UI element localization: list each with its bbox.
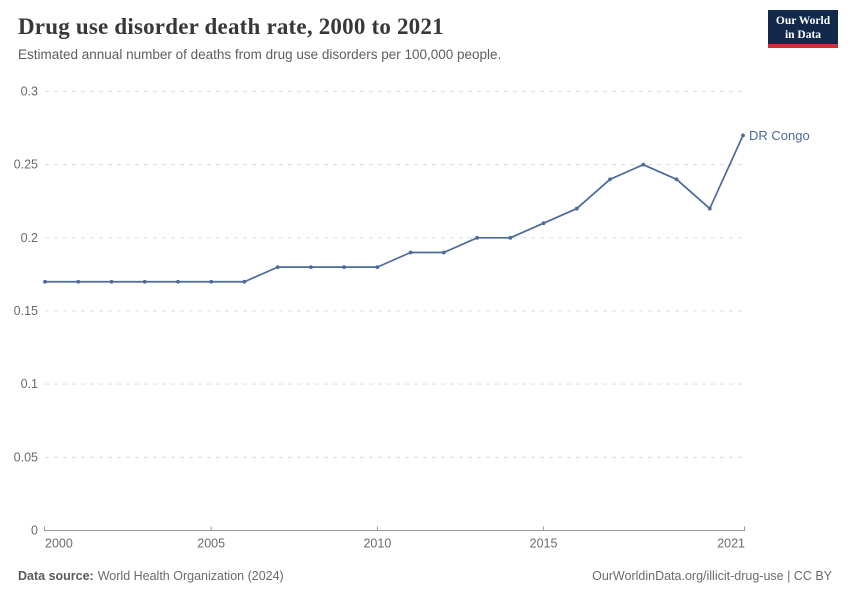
data-point-2001[interactable]: [76, 279, 81, 284]
x-axis-tick-label: 2005: [197, 537, 225, 551]
data-point-2006[interactable]: [242, 279, 247, 284]
data-point-2018[interactable]: [641, 162, 646, 167]
y-axis-tick-label: 0.25: [14, 158, 38, 172]
chart-header: Drug use disorder death rate, 2000 to 20…: [18, 14, 758, 62]
data-point-2021[interactable]: [741, 133, 745, 138]
y-axis-tick-label: 0: [31, 524, 38, 538]
data-point-2016[interactable]: [574, 206, 579, 211]
owid-logo-line1: Our World: [775, 15, 831, 27]
line-chart-plot-area[interactable]: 0 0.05 0.1 0.15 0.2 0.25 0.3 2000 2005 2010 2015 20…: [0, 78, 850, 563]
chart-footer: Data source: World Health Organization (2…: [18, 569, 832, 583]
chart-title: Drug use disorder death rate, 2000 to 20…: [18, 14, 444, 39]
data-source-value: World Health Organization (2024): [97, 569, 284, 583]
data-point-2011[interactable]: [408, 250, 413, 255]
series-line-dr-congo[interactable]: [45, 135, 744, 283]
data-source-note: Data source: World Health Organization (2…: [18, 569, 284, 583]
y-axis-tick-label: 0.2: [21, 231, 38, 245]
data-point-2002[interactable]: [109, 279, 114, 284]
y-axis-tick-label: 0.15: [14, 304, 38, 318]
chart-subtitle: Estimated annual number of deaths from d…: [18, 47, 502, 62]
data-point-2010[interactable]: [375, 265, 380, 269]
data-point-2008[interactable]: [309, 265, 313, 269]
data-point-2009[interactable]: [342, 265, 347, 269]
data-point-2007[interactable]: [275, 265, 280, 269]
data-point-2013[interactable]: [475, 235, 479, 240]
data-point-2000[interactable]: [43, 279, 47, 284]
series-label-dr-congo[interactable]: DR Congo: [749, 128, 810, 143]
x-axis-tick-label: 2010: [363, 537, 391, 551]
y-axis-tick-label: 0.3: [21, 85, 38, 99]
owid-logo-line2: in Data: [784, 29, 822, 42]
owid-url-link[interactable]: OurWorldinData.org/illicit-drug-use | CC…: [592, 569, 832, 583]
data-point-2020[interactable]: [707, 206, 712, 211]
x-axis-tick-label: 2000: [45, 537, 73, 551]
data-point-2005[interactable]: [209, 279, 214, 284]
data-point-2003[interactable]: [142, 279, 147, 284]
data-point-2014[interactable]: [508, 235, 513, 240]
x-axis-tick-label: 2021: [717, 537, 745, 551]
data-point-2015[interactable]: [541, 221, 546, 226]
data-point-2004[interactable]: [176, 279, 180, 284]
data-point-2017[interactable]: [608, 177, 612, 182]
y-axis-tick-label: 0.05: [14, 450, 38, 464]
data-point-2019[interactable]: [674, 177, 679, 182]
data-source-label: Data source:: [18, 569, 94, 583]
data-point-2012[interactable]: [441, 250, 446, 255]
x-axis-tick-label: 2015: [530, 537, 558, 551]
owid-logo[interactable]: Our World in Data: [768, 10, 838, 48]
y-axis-tick-label: 0.1: [21, 377, 38, 391]
